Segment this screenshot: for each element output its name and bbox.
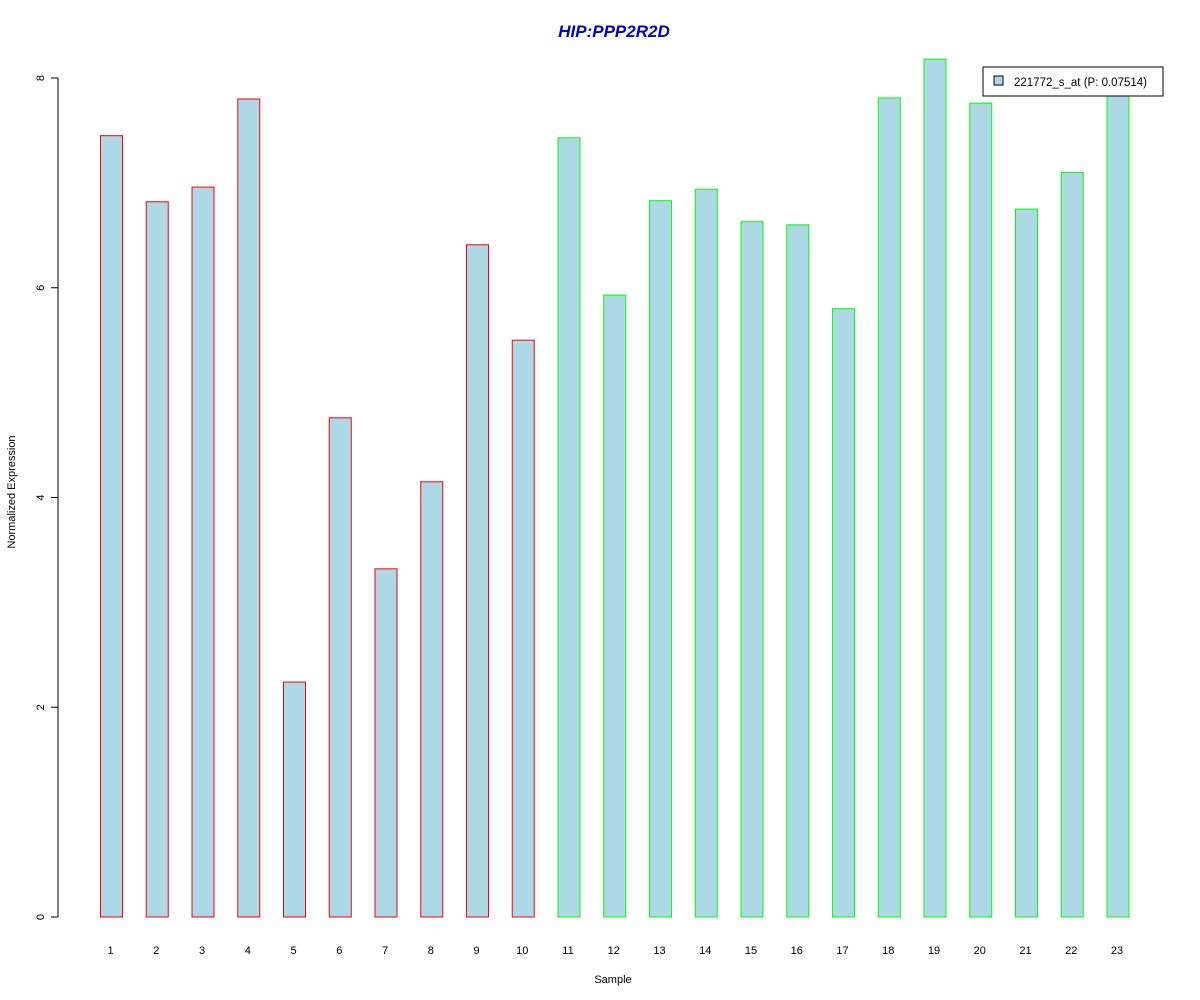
bar-sample-5 xyxy=(283,681,306,918)
x-tick-label: 2 xyxy=(153,945,159,957)
x-tick-label: 7 xyxy=(382,945,388,957)
bar-sample-14 xyxy=(694,188,718,918)
legend: 221772_s_at (P: 0.07514) xyxy=(982,66,1164,97)
bar-sample-13 xyxy=(649,200,672,918)
legend-swatch xyxy=(993,75,1004,86)
y-axis: 0 2 4 6 8 xyxy=(35,75,59,920)
x-axis-label: Sample xyxy=(594,974,631,986)
y-tick-label: 6 xyxy=(35,285,47,291)
bar-sample-4 xyxy=(237,98,261,918)
chart-title: HIP:PPP2R2D xyxy=(558,22,669,41)
x-tick-label: 9 xyxy=(473,945,479,957)
x-tick-label: 17 xyxy=(836,945,848,957)
bar-sample-12 xyxy=(603,294,627,918)
bar-sample-3 xyxy=(191,186,215,918)
x-tick-label: 22 xyxy=(1065,945,1077,957)
bar-sample-20 xyxy=(969,102,993,918)
bar-sample-1 xyxy=(100,135,123,918)
y-axis-label: Normalized Expression xyxy=(6,435,18,548)
x-tick-label: 5 xyxy=(290,945,296,957)
x-tick-label: 15 xyxy=(745,945,757,957)
x-tick-label: 14 xyxy=(699,945,711,957)
legend-box xyxy=(982,66,1164,97)
bar-sample-9 xyxy=(466,244,489,918)
x-tick-label: 4 xyxy=(245,945,251,957)
bar-sample-6 xyxy=(328,417,352,918)
bar-sample-17 xyxy=(832,308,855,918)
x-tick-label: 1 xyxy=(107,945,113,957)
y-tick-label: 8 xyxy=(35,75,47,81)
x-tick-labels: 1 2 3 4 5 6 7 8 9 10 11 12 13 14 15 16 17 18 19 20 21 22 23 xyxy=(107,945,1123,957)
bar-sample-21 xyxy=(1015,208,1038,918)
x-tick-label: 21 xyxy=(1019,945,1031,957)
x-tick-label: 16 xyxy=(791,945,803,957)
x-tick-label: 12 xyxy=(608,945,620,957)
x-tick-label: 13 xyxy=(653,945,665,957)
x-tick-label: 10 xyxy=(516,945,528,957)
y-tick-label: 2 xyxy=(35,704,47,710)
bar-sample-2 xyxy=(145,201,169,918)
bars-group xyxy=(100,58,1130,918)
x-tick-label: 6 xyxy=(336,945,342,957)
bar-sample-16 xyxy=(786,224,810,918)
bar-sample-22 xyxy=(1060,171,1084,918)
bar-sample-10 xyxy=(511,339,535,918)
bar-sample-18 xyxy=(877,97,901,918)
x-tick-label: 23 xyxy=(1111,945,1123,957)
x-tick-label: 3 xyxy=(199,945,205,957)
bar-sample-19 xyxy=(923,58,947,918)
x-tick-label: 20 xyxy=(974,945,986,957)
x-tick-label: 8 xyxy=(428,945,434,957)
bar-sample-23 xyxy=(1106,87,1130,918)
bar-sample-7 xyxy=(374,568,398,918)
y-tick-label: 4 xyxy=(35,494,47,500)
x-tick-label: 11 xyxy=(562,945,573,957)
y-tick-label: 0 xyxy=(35,914,47,920)
bar-sample-8 xyxy=(420,481,444,918)
x-tick-label: 19 xyxy=(928,945,940,957)
bar-sample-11 xyxy=(557,137,581,918)
legend-label: 221772_s_at (P: 0.07514) xyxy=(1014,77,1147,89)
x-tick-label: 18 xyxy=(882,945,894,957)
bar-sample-15 xyxy=(740,221,764,918)
